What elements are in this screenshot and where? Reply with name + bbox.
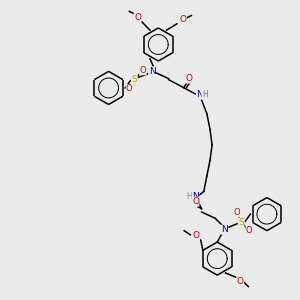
Text: O: O <box>140 66 146 75</box>
Text: O: O <box>126 85 133 94</box>
Text: O: O <box>192 231 199 240</box>
Text: N: N <box>192 192 199 201</box>
Text: S: S <box>132 75 137 84</box>
Text: N: N <box>149 67 155 76</box>
Text: S: S <box>238 218 244 227</box>
Text: O: O <box>192 197 199 206</box>
Text: O: O <box>236 277 244 286</box>
Text: O: O <box>180 15 187 24</box>
Text: N: N <box>221 225 228 234</box>
Text: O: O <box>246 226 253 235</box>
Text: H: H <box>202 90 208 99</box>
Text: H: H <box>186 192 192 201</box>
Text: O: O <box>134 13 141 22</box>
Text: N: N <box>196 90 203 99</box>
Text: O: O <box>234 208 240 217</box>
Text: O: O <box>186 74 193 83</box>
